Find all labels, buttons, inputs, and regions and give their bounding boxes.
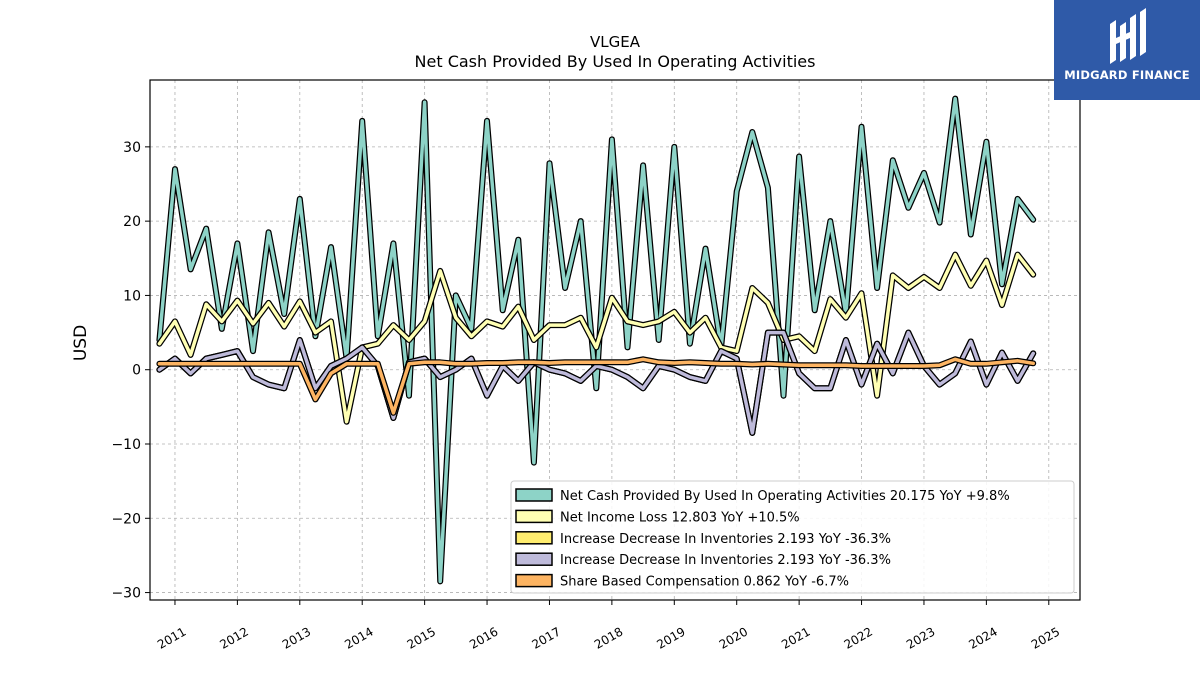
brand-logo: MIDGARD FINANCE <box>1054 0 1200 100</box>
x-tick-label: 2023 <box>904 624 937 651</box>
midgard-logo-icon <box>1110 8 1146 64</box>
y-tick-label: 10 <box>123 288 141 304</box>
x-tick-label: 2024 <box>966 624 999 651</box>
legend-swatch <box>515 488 553 502</box>
y-axis-label: USD <box>71 325 91 361</box>
legend-swatch <box>515 573 553 588</box>
chart-title: VLGEA <box>590 33 641 51</box>
x-tick-label: 2015 <box>405 624 438 651</box>
x-tick-label: 2011 <box>155 624 188 651</box>
legend-label: Increase Decrease In Inventories 2.193 Y… <box>560 553 891 568</box>
x-tick-label: 2018 <box>592 624 625 651</box>
x-tick-label: 2012 <box>217 624 250 651</box>
brand-logo-text: MIDGARD FINANCE <box>1064 68 1190 82</box>
plot-frame <box>149 79 1081 601</box>
legend-label: Net Income Loss 12.803 YoY +10.5% <box>560 510 800 525</box>
series-line <box>157 357 1035 415</box>
x-tick-label: 2017 <box>530 624 563 651</box>
legend-label: Share Based Compensation 0.862 YoY -6.7% <box>560 575 849 590</box>
x-tick-label: 2021 <box>779 624 812 651</box>
y-tick-label: −20 <box>111 511 141 527</box>
chart-subtitle: Net Cash Provided By Used In Operating A… <box>415 52 816 71</box>
legend-swatch <box>515 509 553 524</box>
legend-label: Increase Decrease In Inventories 2.193 Y… <box>560 532 891 547</box>
legend-label: Net Cash Provided By Used In Operating A… <box>560 489 1010 504</box>
x-tick-label: 2020 <box>717 624 750 651</box>
series-line <box>157 96 1035 584</box>
x-tick-label: 2025 <box>1029 624 1062 651</box>
y-tick-label: 20 <box>123 214 141 230</box>
legend-swatch <box>515 552 553 566</box>
x-tick-label: 2013 <box>280 624 313 651</box>
y-tick-label: −10 <box>111 437 141 453</box>
legend-swatch <box>515 531 553 545</box>
y-tick-label: 0 <box>132 363 141 379</box>
y-tick-label: 30 <box>123 140 141 156</box>
x-tick-label: 2014 <box>342 624 375 651</box>
x-tick-label: 2022 <box>842 624 875 651</box>
legend-box <box>510 480 1075 594</box>
series-layer <box>156 95 1037 585</box>
series-line <box>157 252 1035 424</box>
x-tick-label: 2019 <box>654 624 687 651</box>
x-tick-label: 2016 <box>467 624 500 651</box>
y-tick-label: −30 <box>111 586 141 602</box>
legend: Net Cash Provided By Used In Operating A… <box>510 480 1075 594</box>
